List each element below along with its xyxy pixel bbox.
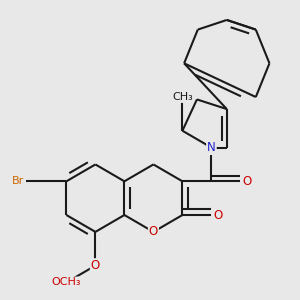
Text: O: O [242,175,251,188]
Text: CH₃: CH₃ [172,92,193,102]
Text: O: O [149,225,158,239]
Text: Br: Br [12,176,25,186]
Text: N: N [207,141,216,154]
Text: OCH₃: OCH₃ [52,278,81,287]
Text: O: O [91,259,100,272]
Text: O: O [213,208,222,221]
